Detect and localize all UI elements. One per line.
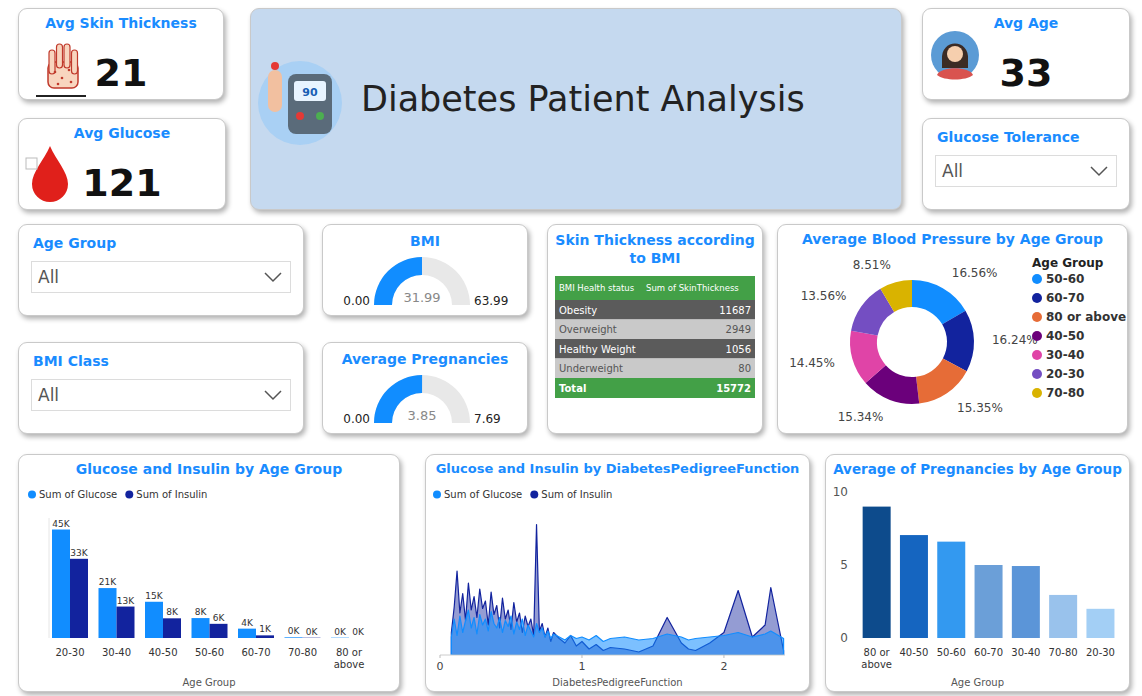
dropdown[interactable]: All — [31, 379, 291, 411]
panel: Avg Glucose — [18, 118, 226, 210]
title: Avg Age — [927, 15, 1125, 31]
title: Avg Skin Thickness — [23, 15, 219, 31]
panel: Glucose Tolerance All — [922, 118, 1130, 210]
panel: BMI Class All — [18, 342, 304, 434]
title: Diabetes Patient Analysis — [361, 79, 805, 119]
panel: Average Blood Pressure by Age Group — [777, 224, 1128, 434]
panel: Age Group All — [18, 224, 304, 316]
dropdown-value: All — [38, 267, 59, 287]
title: Average Pregnancies — [327, 351, 523, 367]
panel: BMI — [322, 224, 528, 316]
title: Average of Pregnancies by Age Group — [830, 461, 1125, 477]
chevron[interactable] — [264, 389, 282, 401]
panel: Average of Pregnancies by Age Group — [825, 454, 1130, 692]
panel: Avg Age — [922, 8, 1130, 100]
panel: Glucose and Insulin by Age Group — [18, 454, 400, 692]
title: Skin Thickness according to BMI — [552, 231, 758, 267]
panel: Avg Skin Thickness — [18, 8, 224, 100]
dropdown-value: All — [942, 161, 963, 181]
title: Glucose and Insulin by Age Group — [23, 461, 395, 477]
panel: Glucose and Insulin by DiabetesPedigreeF… — [425, 454, 810, 692]
panel: Diabetes Patient Analysis — [250, 8, 902, 210]
dropdown[interactable]: All — [31, 261, 291, 293]
panel: Average Pregnancies — [322, 342, 528, 434]
dropdown-value: All — [38, 385, 59, 405]
title: Glucose and Insulin by DiabetesPedigreeF… — [430, 461, 805, 476]
chevron-line — [265, 391, 281, 399]
chevron[interactable] — [1090, 165, 1108, 177]
chevron-line — [265, 273, 281, 281]
title: BMI — [327, 233, 523, 249]
dropdown[interactable]: All — [935, 155, 1117, 187]
chevron[interactable] — [264, 271, 282, 283]
title: BMI Class — [33, 353, 109, 369]
panel: Skin Thickness according to BMI — [547, 224, 763, 434]
title: Avg Glucose — [23, 125, 221, 141]
title: Glucose Tolerance — [937, 129, 1080, 145]
title: Average Blood Pressure by Age Group — [782, 231, 1123, 247]
title: Age Group — [33, 235, 116, 251]
chevron-line — [1091, 167, 1107, 175]
